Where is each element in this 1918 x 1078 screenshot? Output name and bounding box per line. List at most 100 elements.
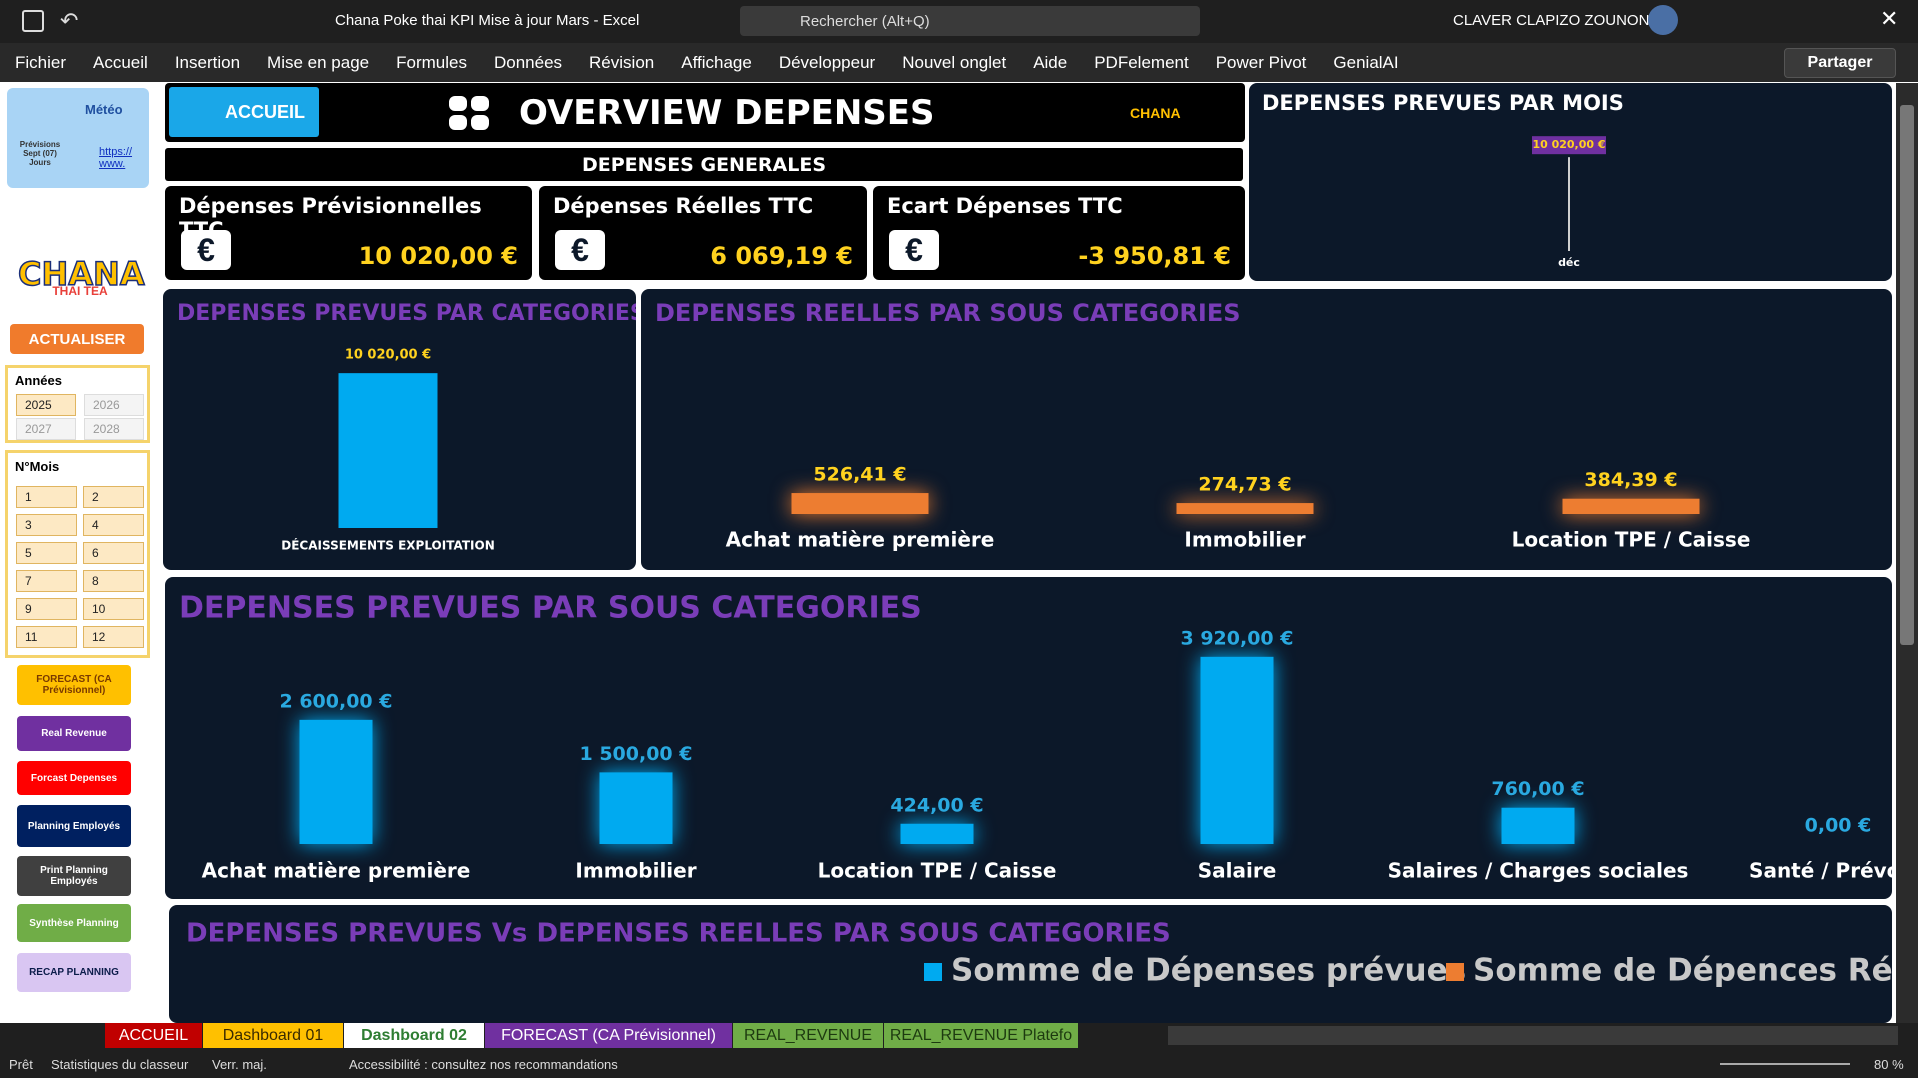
sheet-tab[interactable]: REAL_REVENUE xyxy=(733,1023,883,1048)
user-name: CLAVER CLAPIZO ZOUNON xyxy=(1453,12,1650,29)
bar xyxy=(299,719,373,844)
status-item: Statistiques du classeur xyxy=(51,1057,189,1072)
x-tick-label: DÉCAISSEMENTS EXPLOITATION xyxy=(281,538,494,553)
zoom-slider[interactable] xyxy=(1720,1063,1850,1065)
close-button[interactable]: ✕ xyxy=(1880,6,1899,31)
header-banner: ACCUEIL OVERVIEW DEPENSES CHANA xyxy=(165,83,1245,142)
menu-item[interactable]: Insertion xyxy=(174,52,241,72)
menu-item[interactable]: Aide xyxy=(1033,52,1068,72)
chart-title: DEPENSES REELLES PAR SOUS CATEGORIES xyxy=(655,299,1241,327)
slicer-item[interactable]: 2026 xyxy=(84,394,144,416)
slicer-item[interactable]: 4 xyxy=(83,514,144,536)
kpi-label: Dépenses Réelles TTC xyxy=(553,194,814,218)
bar xyxy=(791,493,929,514)
save-icon[interactable] xyxy=(22,10,44,32)
h-scrollbar[interactable] xyxy=(1168,1026,1898,1045)
undo-icon[interactable]: ↶ xyxy=(60,8,79,33)
nav-button[interactable]: Real Revenue xyxy=(17,716,131,751)
x-tick-label: Location TPE / Caisse xyxy=(1512,528,1751,552)
sheet-tab[interactable]: Dashboard 01 xyxy=(203,1023,343,1048)
years-slicer: Années 2025 2026 2027 2028 xyxy=(5,365,150,443)
search-box[interactable]: Rechercher (Alt+Q) xyxy=(740,6,1200,36)
sheet-tab[interactable]: FORECAST (CA Prévisionnel) xyxy=(485,1023,732,1048)
menu-item[interactable]: Accueil xyxy=(93,52,148,72)
nav-button[interactable]: Planning Employés xyxy=(17,805,131,847)
refresh-button[interactable]: ACTUALISER xyxy=(10,324,144,354)
sheet-tab[interactable]: Dashboard 02 xyxy=(344,1023,484,1048)
menu-item[interactable]: Mise en page xyxy=(267,52,370,72)
slicer-item[interactable]: 11 xyxy=(16,626,77,648)
slicer-item[interactable]: 10 xyxy=(83,598,144,620)
legend-entry: Somme de Dépenses prévues xyxy=(951,953,1466,989)
bar xyxy=(1501,807,1575,844)
slicer-item[interactable]: 2025 xyxy=(16,394,76,416)
slicer-item[interactable]: 12 xyxy=(83,626,144,648)
avatar[interactable] xyxy=(1648,5,1678,35)
sheet-tab[interactable]: REAL_REVENUE Platefo xyxy=(884,1023,1078,1048)
slicer-item[interactable]: 2028 xyxy=(84,418,144,440)
small-logo: CHANA xyxy=(1130,105,1181,121)
scroll-thumb[interactable] xyxy=(1900,105,1914,645)
share-button[interactable]: Partager xyxy=(1784,48,1896,78)
euro-icon: € xyxy=(181,230,231,270)
data-label: 384,39 € xyxy=(1584,469,1677,491)
menu-item[interactable]: Fichier xyxy=(15,52,67,72)
menu-item[interactable]: GenialAI xyxy=(1333,52,1399,72)
x-tick-label: Salaire xyxy=(1198,859,1277,883)
slicer-item[interactable]: 6 xyxy=(83,542,144,564)
sheet-tab[interactable]: ACCUEIL xyxy=(105,1023,202,1048)
data-label: 424,00 € xyxy=(890,794,983,816)
slicer-item[interactable]: 3 xyxy=(16,514,77,536)
menu-item[interactable]: Développeur xyxy=(778,52,876,72)
chart: DEPENSES PREVUES Vs DEPENSES REELLES PAR… xyxy=(186,919,1892,989)
slicer-item[interactable]: 5 xyxy=(16,542,77,564)
nav-button[interactable]: Synthèse Planning xyxy=(17,904,131,942)
chart-title: DEPENSES PREVUES PAR SOUS CATEGORIES xyxy=(179,591,922,626)
slicer-item[interactable]: 9 xyxy=(16,598,77,620)
slicer-item[interactable]: 8 xyxy=(83,570,144,592)
slicer-item[interactable]: 1 xyxy=(16,486,77,508)
chart-title: DEPENSES PREVUES PAR MOIS xyxy=(1262,91,1624,115)
data-label: 1 500,00 € xyxy=(580,743,693,765)
menu-item[interactable]: Affichage xyxy=(681,52,752,72)
data-label: 526,41 € xyxy=(813,464,906,486)
menu-item[interactable]: PDFelement xyxy=(1094,52,1189,72)
menu-item[interactable]: Power Pivot xyxy=(1215,52,1307,72)
slicer-item[interactable]: 2 xyxy=(83,486,144,508)
home-text: ACCUEIL xyxy=(225,101,305,122)
nav-button[interactable]: Forcast Depenses xyxy=(17,761,131,795)
nav-button[interactable]: FORECAST (CA Prévisionnel) xyxy=(17,665,131,705)
share-text: Partager xyxy=(1807,54,1873,71)
chart: DEPENSES PREVUES PAR CATEGORIES 10 020,00… xyxy=(177,301,636,553)
data-label: 274,73 € xyxy=(1198,474,1291,496)
home-button[interactable]: ACCUEIL xyxy=(169,87,319,137)
euro-icon: € xyxy=(555,230,605,270)
title-icon xyxy=(449,96,491,130)
legend-entry: Somme de Dépences Réelles xyxy=(1473,953,1892,989)
slicer-item[interactable]: 2027 xyxy=(16,418,76,440)
window-title: Chana Poke thai KPI Mise à jour Mars - E… xyxy=(335,12,640,29)
weather-title: Météo xyxy=(85,102,123,117)
data-label: 760,00 € xyxy=(1491,778,1584,800)
slicer-item[interactable]: 7 xyxy=(16,570,77,592)
menu-item[interactable]: Données xyxy=(493,52,563,72)
weather-link[interactable]: https://www. xyxy=(99,146,133,170)
menu-item[interactable]: Révision xyxy=(589,52,655,72)
bar xyxy=(900,823,974,844)
x-tick-label: Location TPE / Caisse xyxy=(818,859,1057,883)
kpi-label: Dépenses Prévisionnelles TTC xyxy=(179,194,482,242)
nav-button[interactable]: RECAP PLANNING xyxy=(17,953,131,992)
chart: DEPENSES PREVUES PAR MOIS 10 020,00 € déc xyxy=(1262,91,1624,269)
bar xyxy=(599,772,673,844)
euro-icon: € xyxy=(889,230,939,270)
x-tick-label: Salaires / Charges sociales xyxy=(1388,859,1689,883)
vertical-scrollbar[interactable] xyxy=(1896,83,1918,1023)
menu-item[interactable]: Formules xyxy=(396,52,467,72)
weather-widget[interactable]: Météo Prévisions Sept (07) Jours https:/… xyxy=(7,88,149,188)
data-label: 3 920,00 € xyxy=(1181,627,1294,649)
chart-panel: DEPENSES PREVUES PAR MOIS 10 020,00 € déc xyxy=(1249,83,1892,281)
menu-item[interactable]: Nouvel onglet xyxy=(902,52,1007,72)
nav-button[interactable]: Print Planning Employés xyxy=(17,856,131,896)
